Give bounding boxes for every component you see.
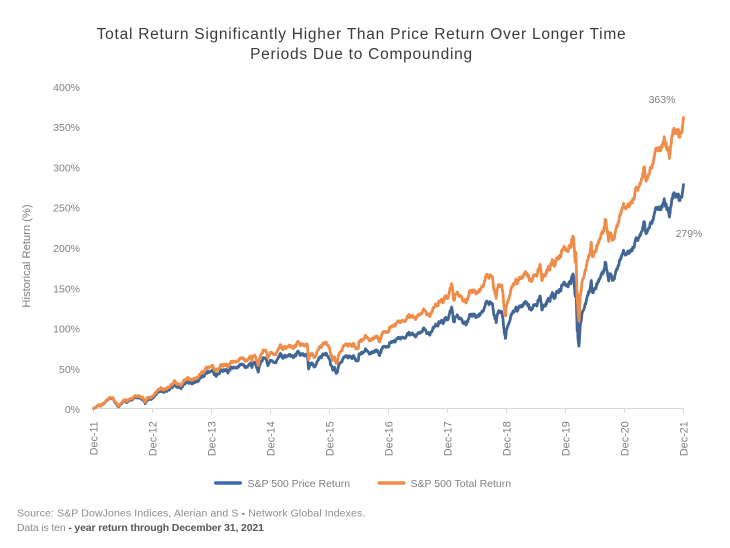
svg-text:Data is ten - year return thro: Data is ten - year return through Decemb…: [17, 522, 264, 534]
svg-text:100%: 100%: [53, 324, 80, 336]
svg-text:Dec-19: Dec-19: [560, 421, 572, 456]
svg-text:279%: 279%: [676, 228, 703, 240]
svg-text:Total Return Significantly Hig: Total Return Significantly Higher Than P…: [97, 26, 627, 43]
svg-text:0%: 0%: [65, 404, 80, 416]
svg-text:Dec-18: Dec-18: [501, 421, 513, 456]
svg-text:Dec-11: Dec-11: [88, 421, 100, 455]
svg-text:Dec-21: Dec-21: [678, 421, 690, 456]
svg-text:400%: 400%: [53, 82, 80, 94]
svg-text:S&P 500 Total Return: S&P 500 Total Return: [411, 478, 512, 490]
svg-text:Dec-20: Dec-20: [619, 421, 631, 456]
svg-text:Source: S&P DowJones Indices,: Source: S&P DowJones Indices, Alerian an…: [17, 508, 365, 520]
svg-text:Dec-15: Dec-15: [324, 421, 336, 456]
svg-text:Periods Due to Compounding: Periods Due to Compounding: [250, 46, 473, 63]
svg-text:363%: 363%: [649, 94, 676, 106]
svg-text:Dec-13: Dec-13: [206, 421, 218, 456]
svg-text:S&P 500 Price Return: S&P 500 Price Return: [248, 478, 351, 490]
svg-text:250%: 250%: [53, 203, 80, 215]
svg-text:350%: 350%: [53, 122, 80, 134]
svg-text:Dec-12: Dec-12: [147, 421, 159, 456]
svg-text:Dec-14: Dec-14: [265, 421, 277, 456]
svg-text:Historical Return (%): Historical Return (%): [21, 204, 33, 307]
svg-text:50%: 50%: [59, 364, 80, 376]
svg-text:300%: 300%: [53, 162, 80, 174]
svg-text:Dec-17: Dec-17: [442, 421, 454, 456]
svg-text:200%: 200%: [53, 243, 80, 255]
svg-text:150%: 150%: [53, 283, 80, 295]
svg-text:Dec-16: Dec-16: [383, 421, 395, 456]
